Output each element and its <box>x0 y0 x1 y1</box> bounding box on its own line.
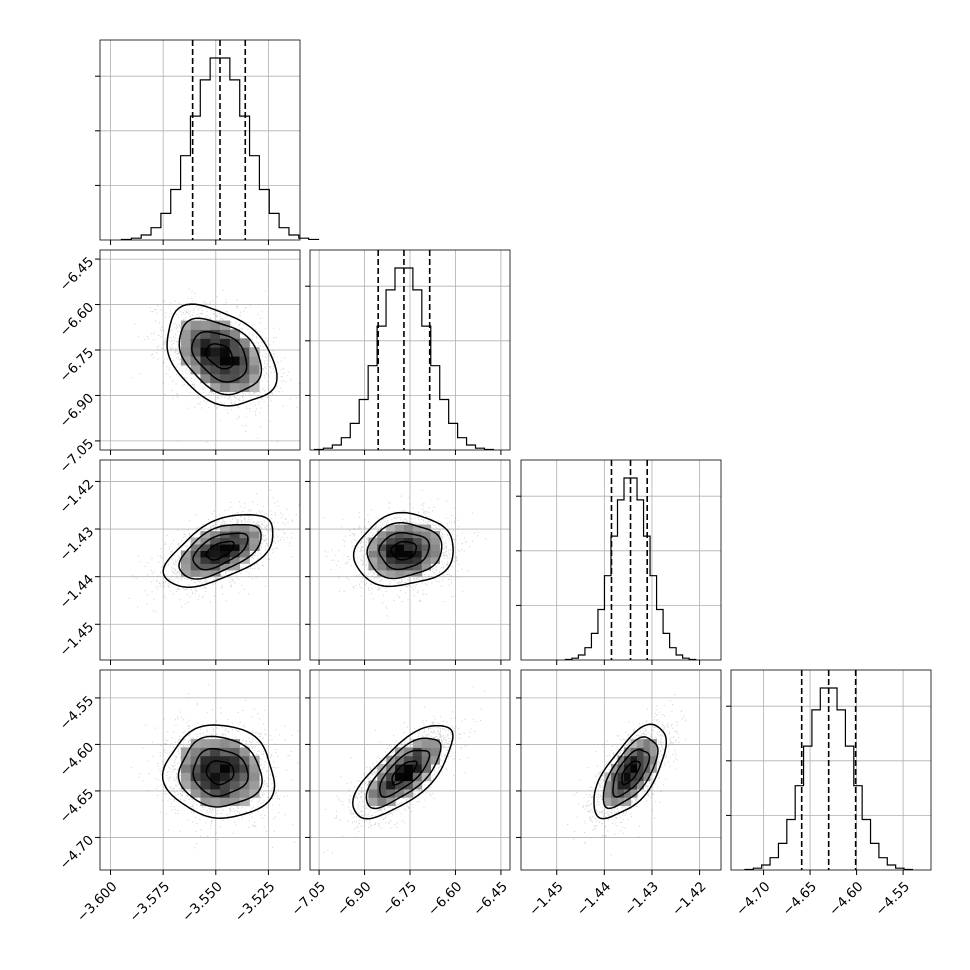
histogram-frame <box>521 460 721 660</box>
x-tick-label: −1.42 <box>669 879 710 920</box>
y-tick-label: −6.60 <box>57 299 98 340</box>
y-tick-label: −1.42 <box>57 476 98 517</box>
panel-content <box>310 460 510 660</box>
x-tick-label: −3.575 <box>126 879 173 926</box>
y-tick-label: −6.75 <box>57 345 98 386</box>
y-tick-label: −7.05 <box>57 436 98 477</box>
y-tick-label: −4.55 <box>57 693 98 734</box>
panel-content <box>100 670 311 870</box>
histogram-panel-2 <box>516 460 721 660</box>
panel-content <box>521 670 721 870</box>
panel-content <box>100 250 309 450</box>
x-tick-label: −1.44 <box>574 879 615 920</box>
scatter-panel-2-1 <box>310 460 510 660</box>
histogram-frame <box>731 670 931 870</box>
histogram-panel-1 <box>305 250 510 450</box>
x-tick-label: −4.55 <box>873 879 914 920</box>
x-tick-label: −1.43 <box>621 879 662 920</box>
contour-line <box>594 724 666 818</box>
y-tick-label: −6.45 <box>57 254 98 295</box>
y-tick-label: −4.60 <box>57 739 98 780</box>
scatter-panel-1-0 <box>100 250 309 450</box>
x-tick-label: −3.550 <box>179 879 226 926</box>
x-tick-label: −6.60 <box>425 879 466 920</box>
x-tick-label: −1.45 <box>526 879 567 920</box>
y-tick-label: −6.90 <box>57 390 98 431</box>
y-tick-label: −1.44 <box>57 572 98 613</box>
contour-line <box>353 726 453 819</box>
scatter-panel-2-0 <box>100 460 320 660</box>
y-tick-label: −1.45 <box>57 619 98 660</box>
scatter-panel-3-0 <box>100 670 311 870</box>
x-tick-label: −4.65 <box>779 879 820 920</box>
panel-content <box>100 460 320 660</box>
contour-line <box>167 304 277 406</box>
x-tick-label: −4.70 <box>733 879 774 920</box>
contour-line <box>354 513 454 587</box>
histogram-panel-3 <box>726 670 931 870</box>
x-tick-label: −3.600 <box>74 879 121 926</box>
y-tick-label: −1.43 <box>57 524 98 565</box>
histogram-frame <box>100 40 300 240</box>
x-tick-label: −6.75 <box>379 879 420 920</box>
x-tick-label: −3.525 <box>232 879 279 926</box>
y-tick-label: −4.65 <box>57 786 98 827</box>
histogram-panel-0 <box>95 40 319 240</box>
x-tick-label: −4.60 <box>826 879 867 920</box>
x-tick-label: −6.90 <box>334 879 375 920</box>
x-tick-label: −7.05 <box>289 879 330 920</box>
x-tick-label: −6.45 <box>470 879 511 920</box>
scatter-panel-3-1 <box>310 670 510 870</box>
y-tick-label: −4.70 <box>57 832 98 873</box>
scatter-panel-3-2 <box>521 670 721 870</box>
panel-content <box>310 670 510 870</box>
